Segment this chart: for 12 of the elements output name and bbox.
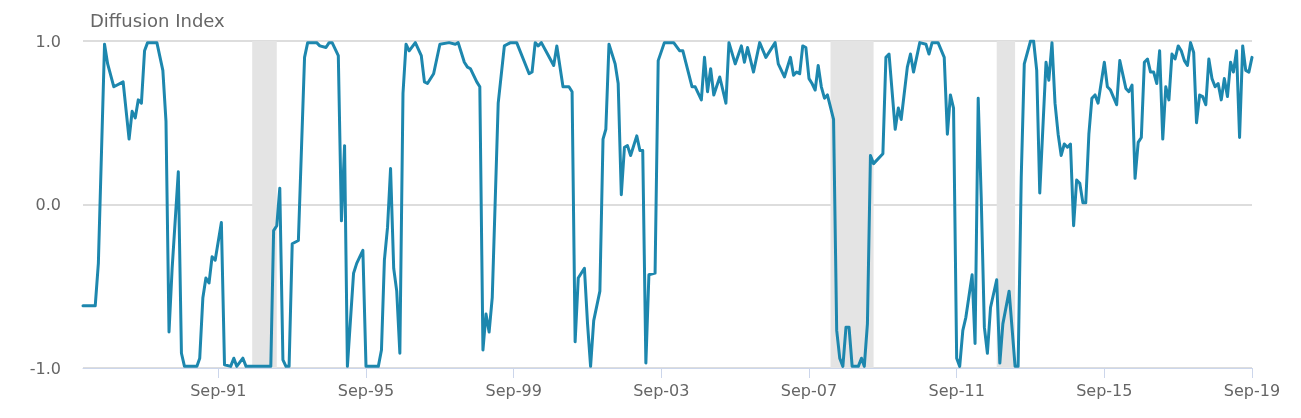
x-tick-label: Sep-99	[485, 380, 542, 400]
y-tick-label: 1.0	[35, 31, 61, 51]
y-tick-label: 0.0	[35, 195, 61, 214]
y-tick-label: -1.0	[29, 358, 61, 378]
y-axis-title: Diffusion Index	[90, 9, 226, 31]
x-tick-label: Sep-19	[1223, 380, 1281, 400]
x-tick-label: Sep-91	[190, 380, 247, 400]
x-tick-label: Sep-11	[928, 380, 985, 400]
x-tick-label: Sep-15	[1076, 380, 1133, 400]
x-tick-label: Sep-95	[337, 380, 395, 400]
x-tick-label: Sep-03	[633, 380, 690, 400]
x-tick-label: Sep-07	[780, 380, 838, 400]
